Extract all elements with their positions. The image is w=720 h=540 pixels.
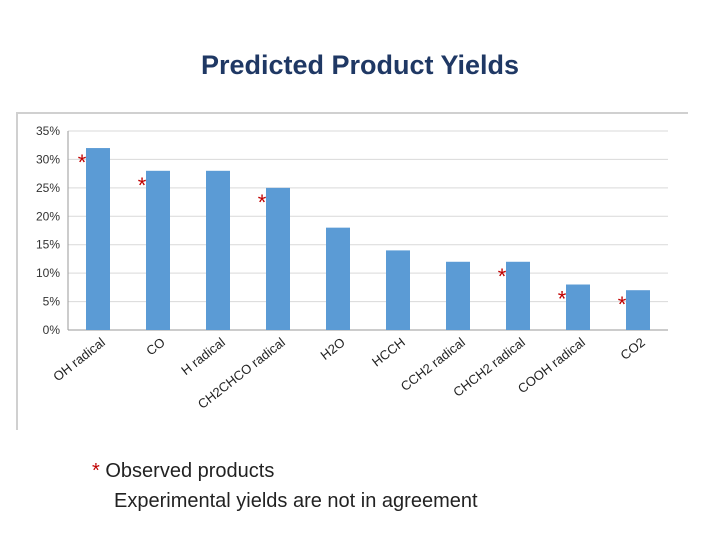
observed-marker: * xyxy=(498,264,507,289)
y-tick-label: 35% xyxy=(36,124,60,138)
slide-title: Predicted Product Yields xyxy=(200,50,520,80)
bar-ch2chco-radical xyxy=(266,187,290,330)
y-tick-label: 15% xyxy=(36,238,60,252)
bar-cch2-radical xyxy=(446,261,470,330)
observed-marker: * xyxy=(258,190,267,215)
x-tick-label: H2O xyxy=(318,335,348,363)
observed-marker: * xyxy=(138,173,147,198)
x-tick-label: COOH radical xyxy=(515,334,588,396)
bar-cooh-radical xyxy=(566,284,590,330)
x-tick-label: CO xyxy=(143,335,168,359)
footnote-experimental: Experimental yields are not in agreement xyxy=(114,490,478,512)
x-tick-label: CO2 xyxy=(618,335,648,363)
y-tick-label: 0% xyxy=(43,323,61,337)
y-tick-label: 5% xyxy=(43,295,61,309)
chart-frame-left xyxy=(16,112,18,430)
bar-h-radical xyxy=(206,170,230,330)
footnote-observed: * Observed products xyxy=(92,460,274,483)
footnote-observed-text: Observed products xyxy=(99,460,275,482)
y-tick-label: 20% xyxy=(36,209,60,223)
observed-marker: * xyxy=(558,287,567,312)
x-tick-label: H radical xyxy=(178,334,228,377)
observed-marker: * xyxy=(78,150,87,175)
y-tick-label: 30% xyxy=(36,152,60,166)
bar-oh-radical xyxy=(86,148,110,330)
footnote-star: * xyxy=(92,460,100,482)
x-tick-label: HCCH xyxy=(369,335,408,370)
chart-frame-top xyxy=(16,112,688,114)
bar-h2o xyxy=(326,227,350,330)
y-tick-label: 10% xyxy=(36,266,60,280)
y-tick-label: 25% xyxy=(36,181,60,195)
x-tick-label: OH radical xyxy=(50,334,108,384)
bar-hcch xyxy=(386,250,410,330)
observed-marker: * xyxy=(618,292,627,317)
bar-co2 xyxy=(626,290,650,330)
bar-chch2-radical xyxy=(506,261,530,330)
bar-co xyxy=(146,170,170,330)
